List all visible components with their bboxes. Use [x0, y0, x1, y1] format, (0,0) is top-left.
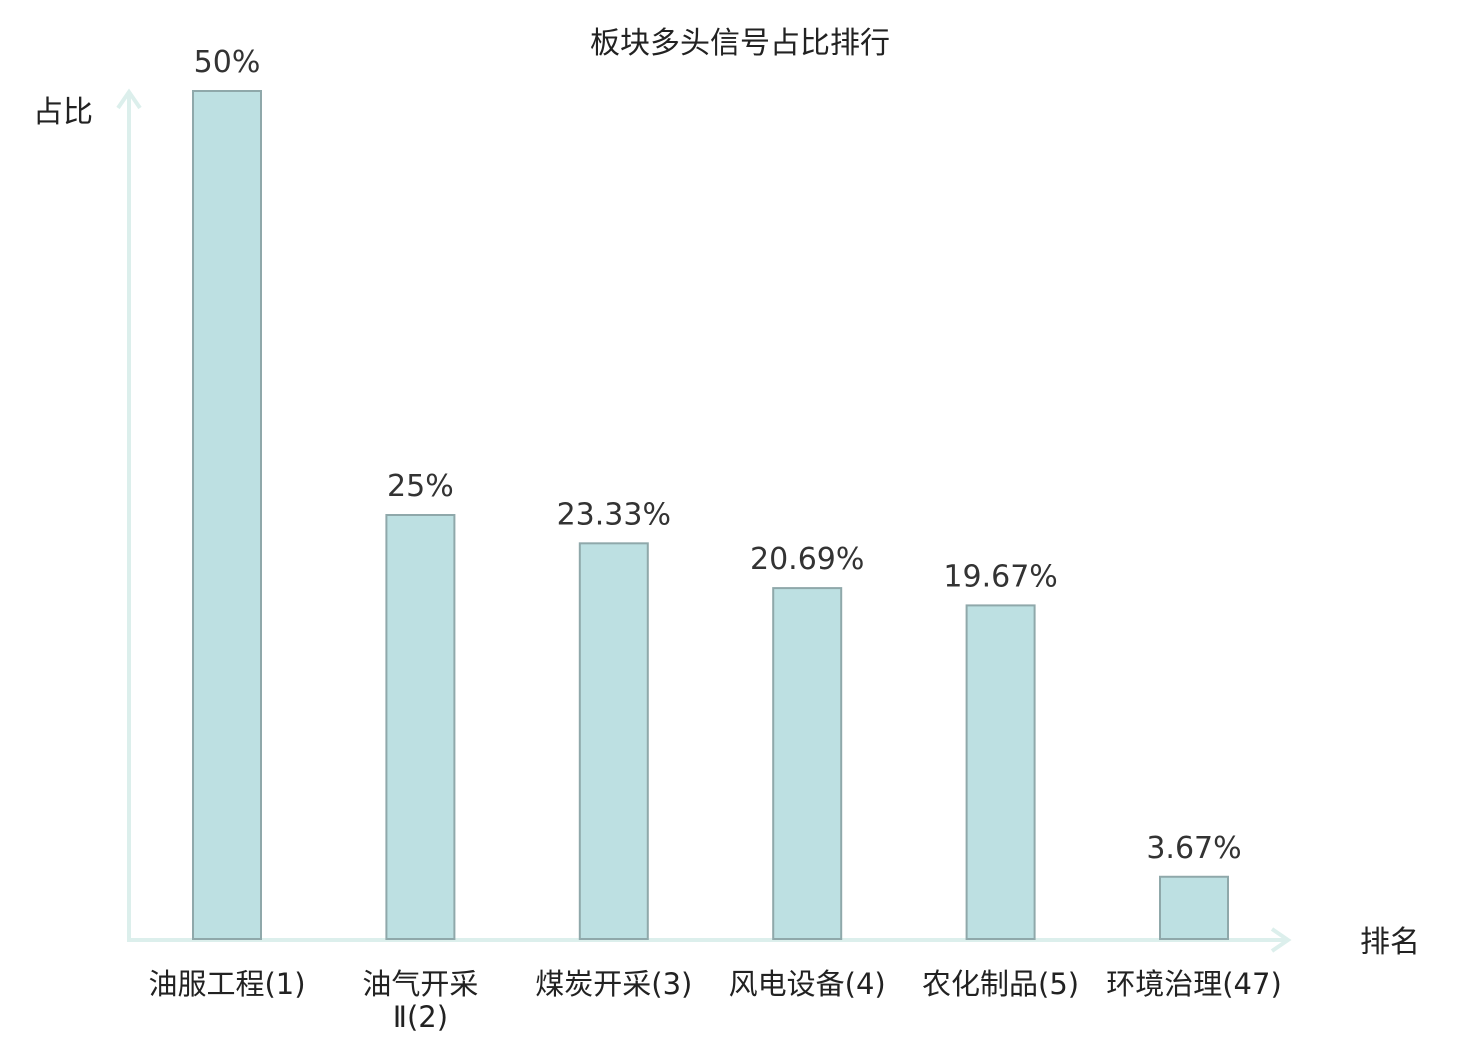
bar-5 [1159, 875, 1229, 940]
category-label-1-line-0: 油气开采 [362, 967, 478, 1001]
bar-4 [965, 604, 1036, 940]
value-label-3: 20.69% [750, 542, 864, 577]
y-axis-arrow [116, 88, 142, 110]
x-axis-label: 排名 [1360, 925, 1420, 960]
category-label-4: 农化制品(5) [922, 967, 1079, 1001]
category-label-2: 煤炭开采(3) [535, 967, 692, 1001]
y-axis-label: 占比 [33, 95, 93, 130]
category-label-3: 风电设备(4) [729, 967, 886, 1001]
value-label-5: 3.67% [1146, 831, 1241, 866]
category-label-5: 环境治理(47) [1106, 967, 1282, 1001]
category-label-0: 油服工程(1) [148, 967, 305, 1001]
bar-2 [578, 542, 649, 940]
value-label-0: 50% [194, 45, 261, 80]
axes [116, 88, 1292, 953]
value-labels-group: 50% 25% 23.33% 20.69% 19.67% 3.67% [194, 45, 1242, 866]
value-label-1: 25% [387, 469, 454, 504]
bar-1 [385, 514, 456, 940]
value-label-4: 19.67% [943, 559, 1057, 594]
bars-group [192, 90, 1229, 940]
category-label-1-line-1: Ⅱ(2) [393, 1000, 448, 1034]
x-axis-arrow [1270, 927, 1292, 953]
chart-title: 板块多头信号占比排行 [590, 26, 890, 61]
bar-3 [772, 587, 843, 940]
bar-0 [192, 90, 262, 940]
value-label-2: 23.33% [557, 497, 671, 532]
